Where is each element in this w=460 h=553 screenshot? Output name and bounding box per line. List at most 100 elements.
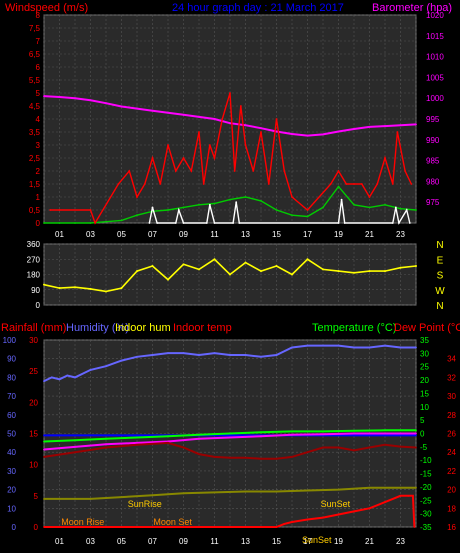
panel2-series-0-point-11 bbox=[213, 258, 216, 261]
panel2-ytick-right-4: N bbox=[436, 240, 443, 251]
panel1-series-3-point-17 bbox=[398, 222, 400, 224]
panel1-ytick-right-1: 980 bbox=[426, 177, 440, 186]
panel3-series-2-point-7 bbox=[260, 431, 262, 434]
panel3-series-5-point-6 bbox=[244, 490, 247, 493]
panel1-series-2-point-34 bbox=[360, 183, 363, 185]
panel3-series-3-point-12 bbox=[415, 432, 417, 435]
panel2-series-0-point-15 bbox=[275, 265, 278, 268]
legend-indoor-hum: Indoor hum bbox=[115, 322, 171, 334]
panel2-series-0-point-3 bbox=[89, 287, 92, 290]
panel3-ytick-left2-3: 15 bbox=[29, 430, 38, 439]
panel2-series-0-point-1 bbox=[58, 287, 61, 290]
panel1-series-2-point-35 bbox=[368, 196, 371, 198]
panel1-xtick-9: 19 bbox=[334, 230, 343, 239]
panel3-series-0-point-15 bbox=[244, 354, 247, 356]
panel3-ytick-left2-4: 20 bbox=[29, 398, 38, 407]
panel3-series-4-point-3 bbox=[136, 443, 138, 446]
panel3-ytick-left1-0: 0 bbox=[12, 523, 17, 532]
panel3-ytick-right2-4: 24 bbox=[447, 448, 456, 457]
panel1-series-3-point-9 bbox=[232, 222, 235, 224]
panel3-series-5-point-12 bbox=[415, 486, 417, 489]
panel3-series-0-point-4 bbox=[74, 376, 76, 379]
panel2-ytick-left-2: 180 bbox=[27, 271, 41, 280]
panel3-xtick-9: 19 bbox=[334, 537, 343, 546]
panel1-series-2-point-14 bbox=[198, 131, 200, 133]
panel3-ytick-left2-0: 0 bbox=[34, 523, 39, 532]
panel1-series-2-point-31 bbox=[337, 170, 340, 172]
panel1-xtick-5: 11 bbox=[210, 230, 219, 239]
panel3-ytick-right1-2: -25 bbox=[420, 496, 432, 505]
panel1-series-2-point-41 bbox=[410, 183, 413, 185]
panel3-series-5-point-4 bbox=[182, 492, 185, 495]
panel1-series-1-point-12 bbox=[229, 198, 231, 201]
panel3-ytick-right1-5: -10 bbox=[420, 456, 432, 465]
panel1-series-2-point-29 bbox=[306, 209, 309, 211]
panel1-xtick-3: 07 bbox=[148, 230, 157, 239]
panel3-ytick-right1-11: 20 bbox=[420, 376, 429, 385]
legend-dew-point: Dew Point (°C) bbox=[394, 322, 460, 334]
panel1-series-1-point-11 bbox=[213, 202, 216, 205]
panel3-series-4-point-10 bbox=[260, 457, 262, 460]
panel1-ytick-left-6: 3 bbox=[36, 141, 41, 150]
panel2-series-0-point-19 bbox=[337, 270, 340, 273]
panel1-series-3-point-0 bbox=[148, 222, 151, 224]
panel3-xtick-8: 17 bbox=[303, 537, 312, 546]
panel3-series-3-point-7 bbox=[260, 435, 262, 438]
panel3-series-2-point-2 bbox=[105, 437, 107, 440]
panel3-series-4-point-4 bbox=[167, 441, 169, 444]
panel1-series-2-point-18 bbox=[221, 118, 224, 120]
panel1-ytick-left-13: 6,5 bbox=[29, 50, 41, 59]
panel1-series-2-point-21 bbox=[239, 105, 242, 107]
panel1-series-0-point-3 bbox=[89, 99, 92, 102]
panel3-series-2-point-10 bbox=[353, 429, 355, 432]
panel1-series-2-point-23 bbox=[252, 170, 255, 172]
panel2-ytick-right-2: S bbox=[437, 271, 444, 282]
panel1-ytick-left-10: 5 bbox=[36, 89, 41, 98]
panel1-series-0-point-16 bbox=[291, 133, 293, 135]
panel1-ytick-right-8: 1015 bbox=[426, 32, 444, 41]
panel3-annotation-4: SunSet bbox=[302, 535, 332, 545]
panel1-series-0-point-11 bbox=[213, 118, 216, 120]
panel3-ytick-left1-4: 40 bbox=[7, 448, 16, 457]
panel1-series-0-point-0 bbox=[43, 95, 45, 98]
panel3-ytick-right2-8: 32 bbox=[447, 373, 456, 382]
panel1-series-0-point-4 bbox=[105, 102, 107, 105]
panel1-series-2-point-3 bbox=[94, 222, 97, 224]
panel3-ytick-left1-6: 60 bbox=[7, 411, 16, 420]
panel3-ytick-right1-1: -30 bbox=[420, 510, 432, 519]
panel1-series-1-point-6 bbox=[136, 214, 138, 217]
panel3-series-0-point-7 bbox=[120, 359, 123, 362]
panel1-series-1-point-19 bbox=[337, 185, 340, 188]
panel1-series-0-point-19 bbox=[337, 130, 340, 133]
panel3-series-3-point-5 bbox=[198, 437, 200, 440]
panel3-ytick-right1-3: -20 bbox=[420, 483, 432, 492]
panel1-series-2-point-7 bbox=[143, 183, 146, 185]
panel1-series-3-point-5 bbox=[182, 222, 185, 224]
panel2-series-0-point-10 bbox=[198, 268, 200, 271]
panel1-series-2-point-8 bbox=[151, 157, 154, 159]
panel1-series-0-point-1 bbox=[58, 96, 61, 98]
panel3-series-2-point-6 bbox=[229, 432, 231, 435]
panel3-series-0-point-16 bbox=[260, 355, 262, 358]
panel3-series-6-point-0 bbox=[43, 526, 45, 528]
panel3-series-5-point-10 bbox=[368, 486, 371, 489]
panel3-ytick-left1-3: 30 bbox=[7, 467, 16, 476]
panel3-ytick-left2-5: 25 bbox=[29, 367, 38, 376]
panel1-series-1-point-23 bbox=[399, 207, 402, 210]
panel3-ytick-left1-5: 50 bbox=[7, 430, 16, 439]
panel1-series-2-point-39 bbox=[396, 131, 399, 133]
panel1-series-2-point-5 bbox=[128, 170, 131, 172]
panel1-series-2-point-20 bbox=[233, 170, 236, 172]
panel1-series-2-point-38 bbox=[391, 183, 394, 185]
panel3-series-2-point-3 bbox=[136, 436, 138, 439]
panel2-series-0-point-18 bbox=[322, 268, 324, 271]
panel1-series-0-point-24 bbox=[415, 123, 417, 126]
panel1-ytick-left-7: 3,5 bbox=[29, 128, 41, 137]
panel3-annotation-2: Moon Rise bbox=[61, 517, 104, 527]
panel1-ytick-left-12: 6 bbox=[36, 63, 41, 72]
panel3-ytick-right2-7: 30 bbox=[447, 392, 456, 401]
panel3-series-4-point-20 bbox=[415, 446, 417, 449]
panel3-series-6-point-8 bbox=[368, 507, 371, 510]
panel3-series-5-point-1 bbox=[89, 498, 92, 500]
panel2-series-0-point-24 bbox=[415, 265, 417, 268]
